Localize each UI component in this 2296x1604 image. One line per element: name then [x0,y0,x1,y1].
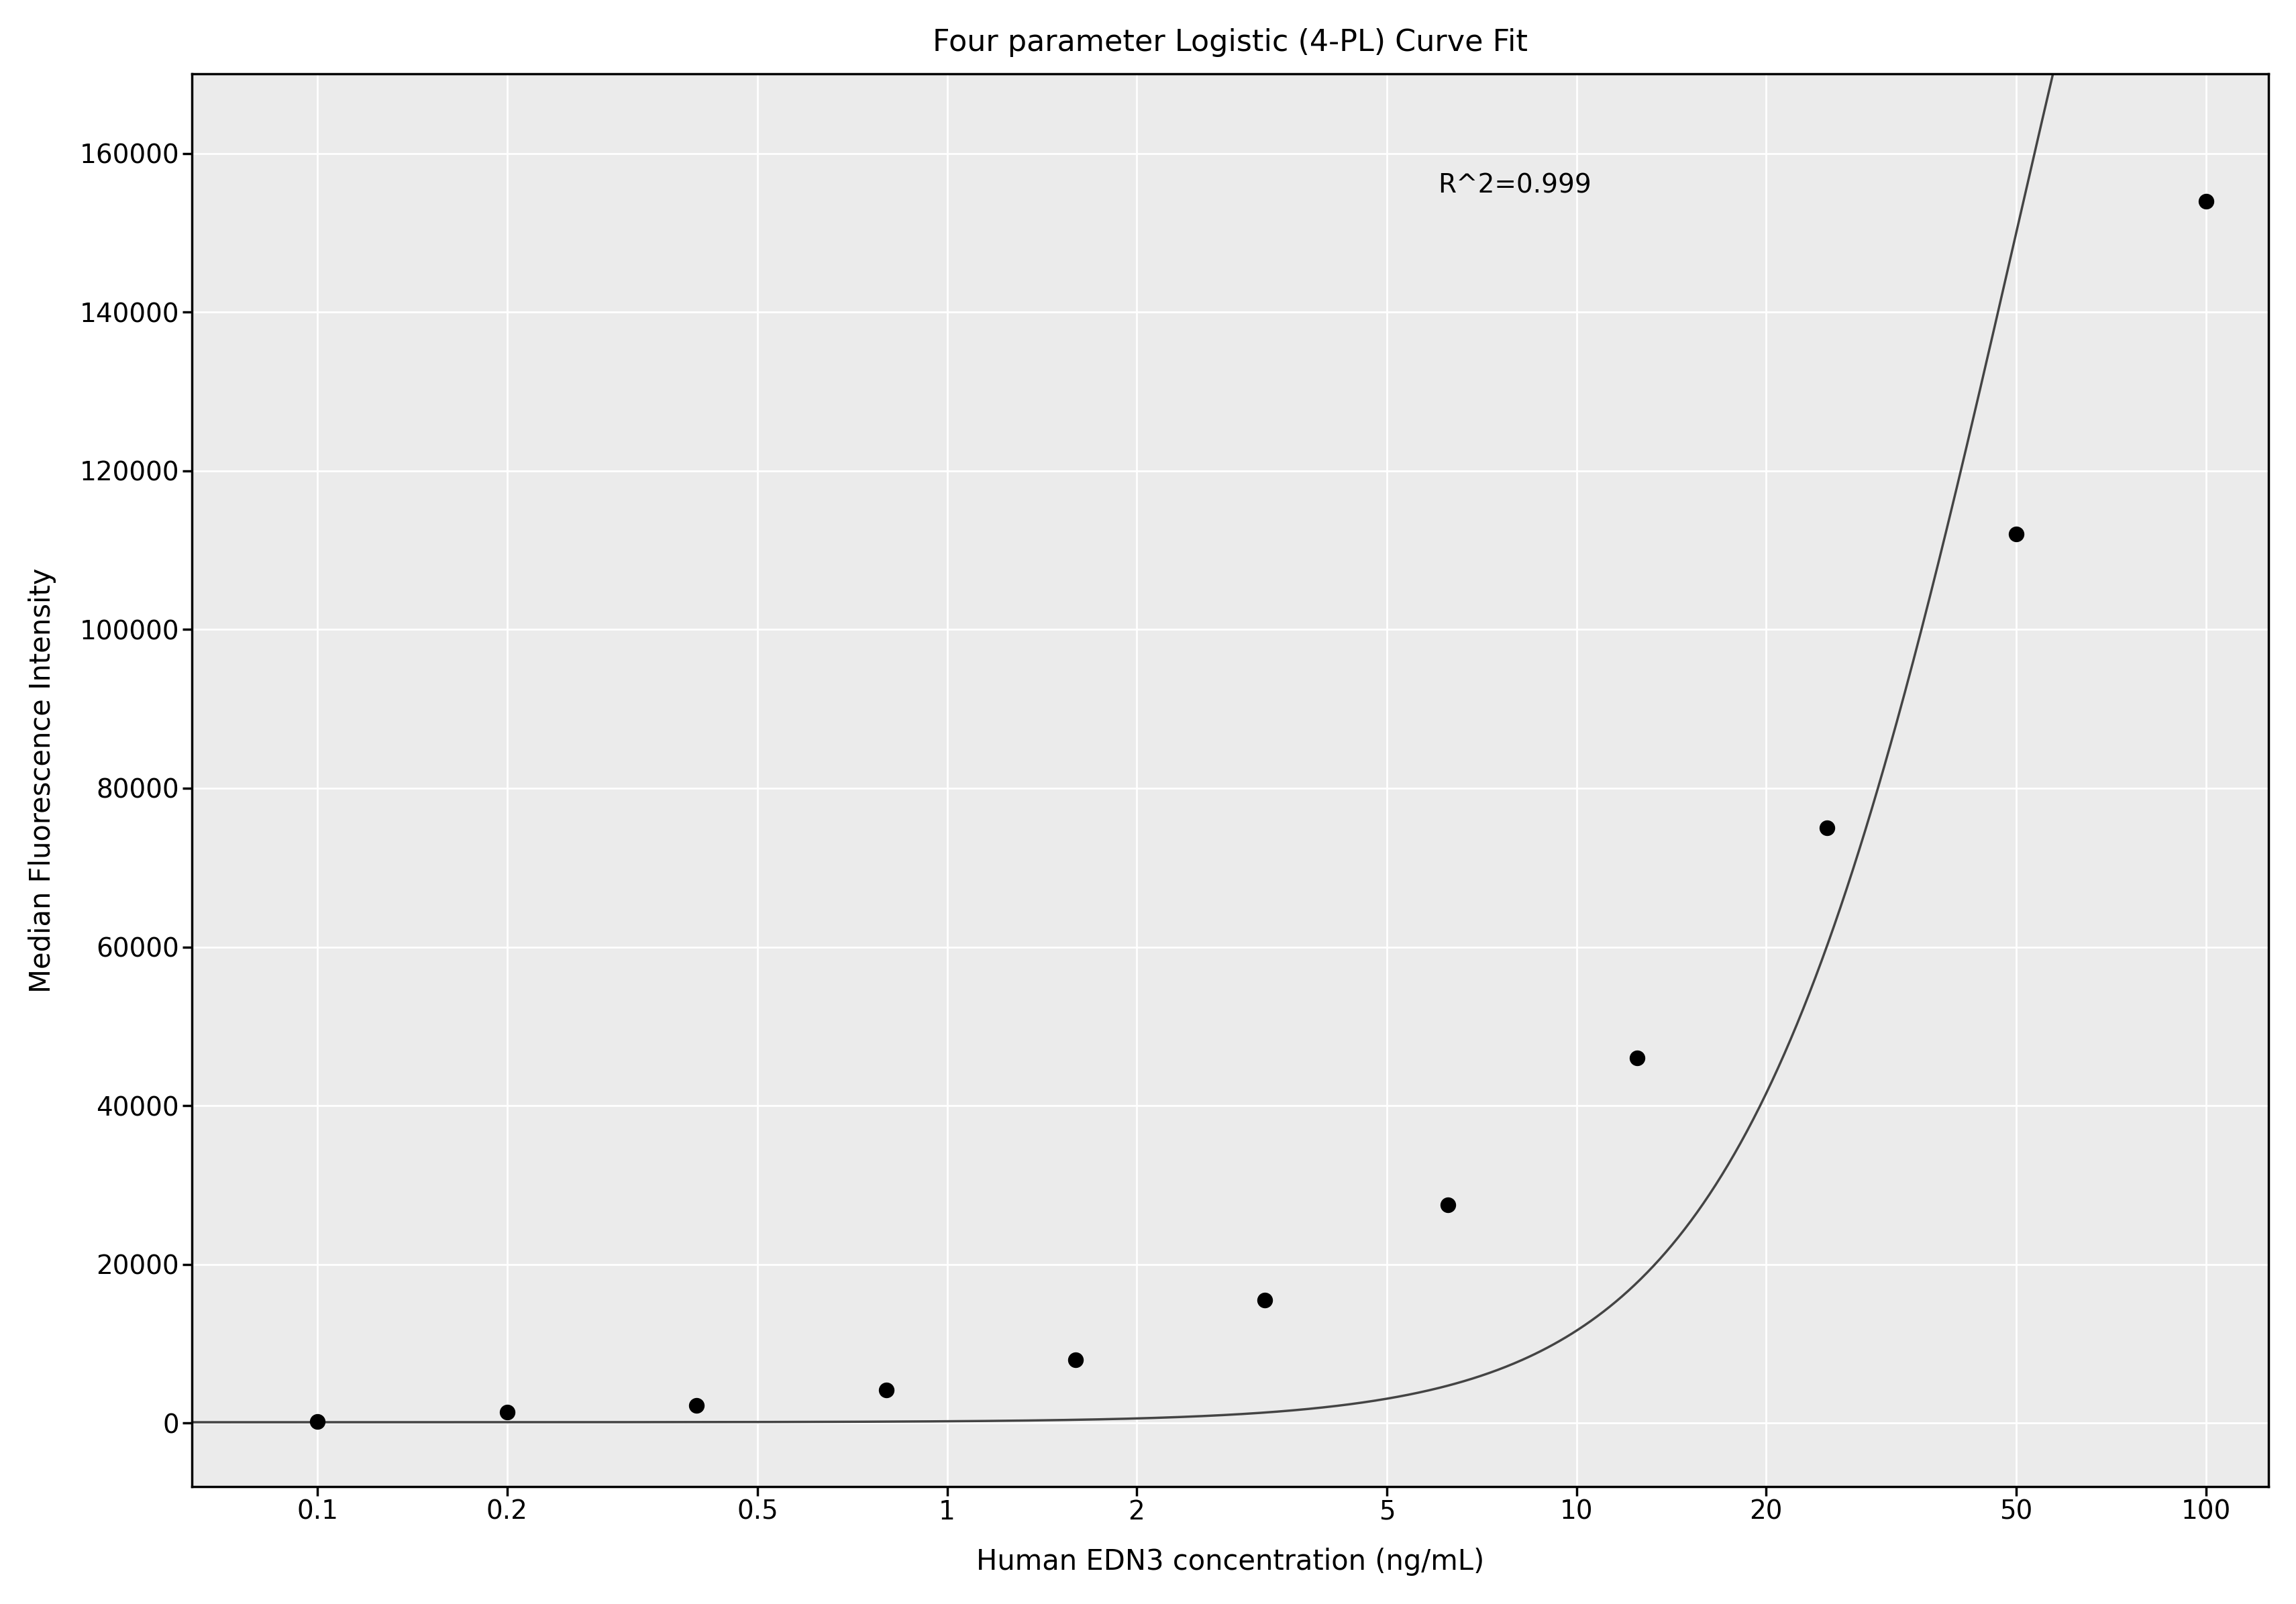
Point [1056,1347,1093,1373]
Point [1428,1192,1465,1217]
Point [489,1399,526,1424]
Point [1619,1046,1655,1071]
Text: R^2=0.999: R^2=0.999 [1437,173,1591,199]
Y-axis label: Median Fluorescence Intensity: Median Fluorescence Intensity [28,568,55,993]
Point [1807,815,1844,840]
Point [1247,1286,1283,1312]
Point [298,1408,335,1434]
X-axis label: Human EDN3 concentration (ng/mL): Human EDN3 concentration (ng/mL) [976,1548,1483,1577]
Point [1998,521,2034,547]
Point [2186,188,2223,213]
Point [677,1392,714,1418]
Point [868,1376,905,1402]
Title: Four parameter Logistic (4-PL) Curve Fit: Four parameter Logistic (4-PL) Curve Fit [932,27,1527,56]
